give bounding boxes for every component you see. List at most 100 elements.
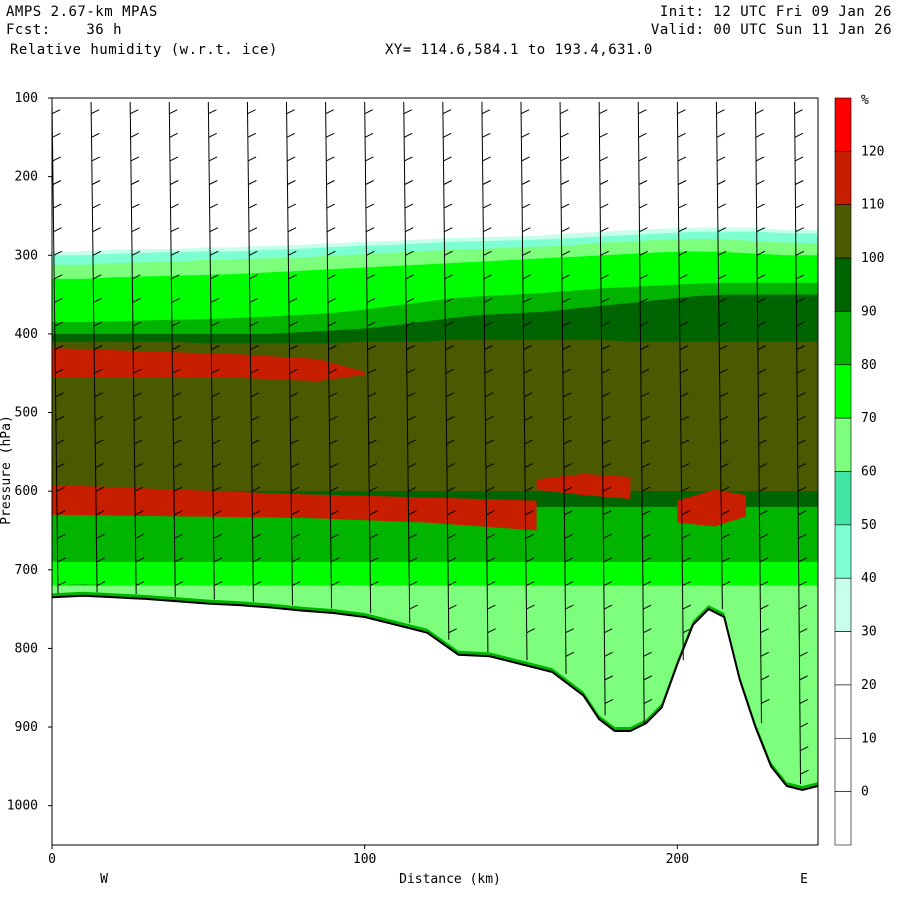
wind-barb xyxy=(56,486,65,492)
wind-barb xyxy=(638,180,648,185)
wind-barb xyxy=(328,368,338,374)
wind-barb xyxy=(640,321,649,327)
wind-barb xyxy=(448,604,457,610)
wind-barb xyxy=(445,345,454,351)
wind-profile-line xyxy=(403,101,411,623)
wind-barb xyxy=(562,321,571,327)
wind-profile-line xyxy=(90,101,98,593)
wind-barb xyxy=(326,203,336,209)
wind-barb xyxy=(483,250,492,256)
wind-barb xyxy=(170,203,179,209)
wind-barb xyxy=(757,345,767,351)
wind-barb xyxy=(407,415,416,421)
wind-barb xyxy=(484,321,493,327)
wind-barb xyxy=(600,250,609,256)
wind-profile-line xyxy=(754,101,762,724)
wind-barb xyxy=(287,180,296,185)
wind-barb xyxy=(93,274,102,280)
wind-barb xyxy=(444,227,453,233)
wind-barb xyxy=(759,510,768,516)
wind-barb xyxy=(797,510,807,516)
wind-barb xyxy=(677,156,687,162)
wind-barb xyxy=(250,392,260,398)
wind-barb xyxy=(682,604,691,610)
y-tick-label: 700 xyxy=(15,563,38,578)
wind-barb xyxy=(326,180,335,185)
wind-barb xyxy=(485,415,494,421)
wind-barb xyxy=(643,699,653,704)
wind-barb xyxy=(212,486,222,492)
x-tick-label: 200 xyxy=(666,852,689,867)
wind-barb xyxy=(755,156,765,162)
wind-barb xyxy=(288,321,298,327)
y-tick-label: 100 xyxy=(15,91,38,106)
wind-barb xyxy=(444,297,454,303)
wind-barb xyxy=(639,297,649,303)
wind-barb xyxy=(213,581,223,586)
wind-barb xyxy=(640,392,650,398)
wind-barb xyxy=(328,392,338,398)
wind-barb xyxy=(564,510,573,516)
wind-barb xyxy=(92,203,101,209)
wind-barb xyxy=(94,392,103,398)
wind-barb xyxy=(525,557,535,563)
wind-barb xyxy=(134,510,144,516)
wind-barb xyxy=(329,439,338,445)
wind-barb xyxy=(443,180,452,185)
wind-barb xyxy=(721,533,730,539)
wind-barb xyxy=(325,109,334,115)
wind-profile-line xyxy=(207,101,215,600)
wind-barb xyxy=(521,203,531,209)
wind-barb xyxy=(213,510,222,516)
wind-barb xyxy=(403,132,413,138)
y-tick-label: 200 xyxy=(15,170,38,185)
wind-barb xyxy=(55,415,65,421)
wind-barb xyxy=(95,439,104,445)
y-tick-label: 300 xyxy=(15,248,38,263)
wind-barb xyxy=(286,132,296,138)
y-tick-label: 800 xyxy=(15,641,38,656)
wind-barb xyxy=(369,557,379,563)
wind-barb xyxy=(447,510,456,516)
wind-barb xyxy=(403,109,413,115)
wind-barb xyxy=(640,368,650,374)
wind-profile-line xyxy=(481,101,489,652)
colorbar-label: 120 xyxy=(861,144,884,159)
wind-barb xyxy=(91,109,100,115)
wind-barb xyxy=(130,180,140,185)
wind-barb xyxy=(406,392,416,398)
wind-barb xyxy=(721,581,731,586)
wind-barb xyxy=(51,109,61,115)
wind-barb xyxy=(642,604,652,610)
wind-profile-line xyxy=(559,101,567,674)
wind-barb xyxy=(405,227,414,233)
wind-barb xyxy=(366,297,376,303)
wind-profile-line xyxy=(51,101,59,594)
forecast-hour: Fcst: 36 h xyxy=(6,22,123,38)
colorbar-label: 100 xyxy=(861,251,884,266)
wind-barb xyxy=(54,345,64,351)
wind-barb xyxy=(169,132,178,138)
colorbar-label: 50 xyxy=(861,518,877,533)
wind-barb xyxy=(368,463,378,469)
wind-barb xyxy=(170,227,180,233)
wind-barb xyxy=(406,345,415,351)
wind-barb xyxy=(326,156,335,162)
init-time: Init: 12 UTC Fri 09 Jan 26 xyxy=(659,4,892,20)
wind-barb xyxy=(795,227,804,233)
wind-barb xyxy=(719,368,728,374)
y-tick-label: 400 xyxy=(15,327,38,342)
wind-barb xyxy=(720,463,729,469)
wind-barb xyxy=(328,321,337,327)
colorbar-label: 90 xyxy=(861,304,877,319)
wind-profile-line xyxy=(285,101,293,606)
wind-barb xyxy=(288,297,298,303)
wind-barb xyxy=(250,368,259,374)
wind-barb xyxy=(52,132,61,138)
wind-barb xyxy=(757,321,766,327)
wind-barb xyxy=(759,557,769,563)
wind-barb xyxy=(717,227,727,233)
cross-section-endpoints: XY= 114.6,584.1 to 193.4,631.0 xyxy=(385,42,653,58)
wind-barb xyxy=(132,274,141,280)
wind-barb xyxy=(171,297,180,303)
